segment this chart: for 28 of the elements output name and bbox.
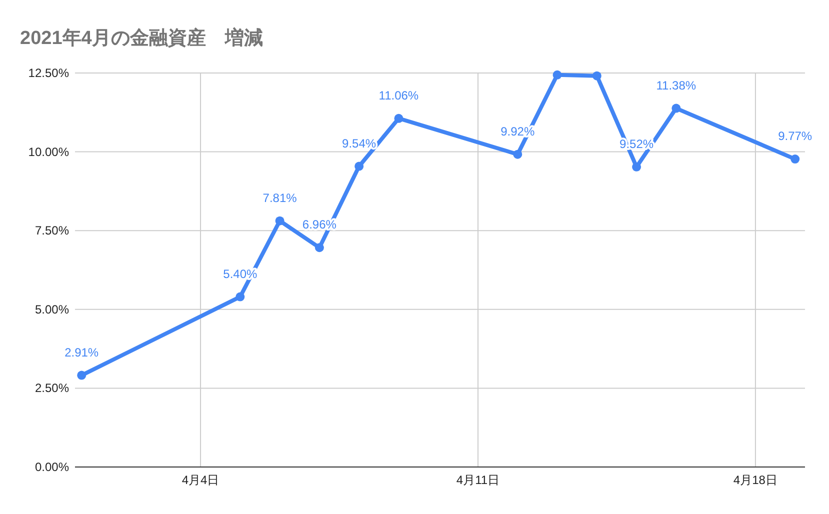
point [790,154,800,164]
point [672,104,681,113]
point [592,71,602,80]
y-tick-label: 2.50% [34,381,70,396]
data-label: 9.54% [342,136,376,150]
data-label: 7.81% [262,190,298,205]
point [632,162,642,172]
y-tick-label: 12.50% [28,66,70,80]
y-tick-label: 7.50% [34,224,70,238]
x-tick-label: 4月18日 [733,473,778,487]
data-label: 11.38% [656,78,696,92]
point [552,70,562,80]
point [394,114,404,123]
x-tick-label: 4月11日 [456,473,500,487]
data-label: 2.91% [64,345,99,360]
point [77,370,86,380]
point [275,216,284,226]
y-tick-label: 0.00% [34,460,70,474]
y-tick-label: 5.00% [34,302,70,316]
data-label: 11.06% [378,88,419,102]
y-tick-label: 10.00% [28,144,70,159]
chart-title: 2021年4月の金融資産 増減 [20,27,263,49]
point [513,150,522,159]
x-tick-label: 4月4日 [182,473,220,487]
point [236,292,245,302]
point [314,243,324,252]
data-label: 9.77% [778,129,812,144]
point [354,162,364,171]
